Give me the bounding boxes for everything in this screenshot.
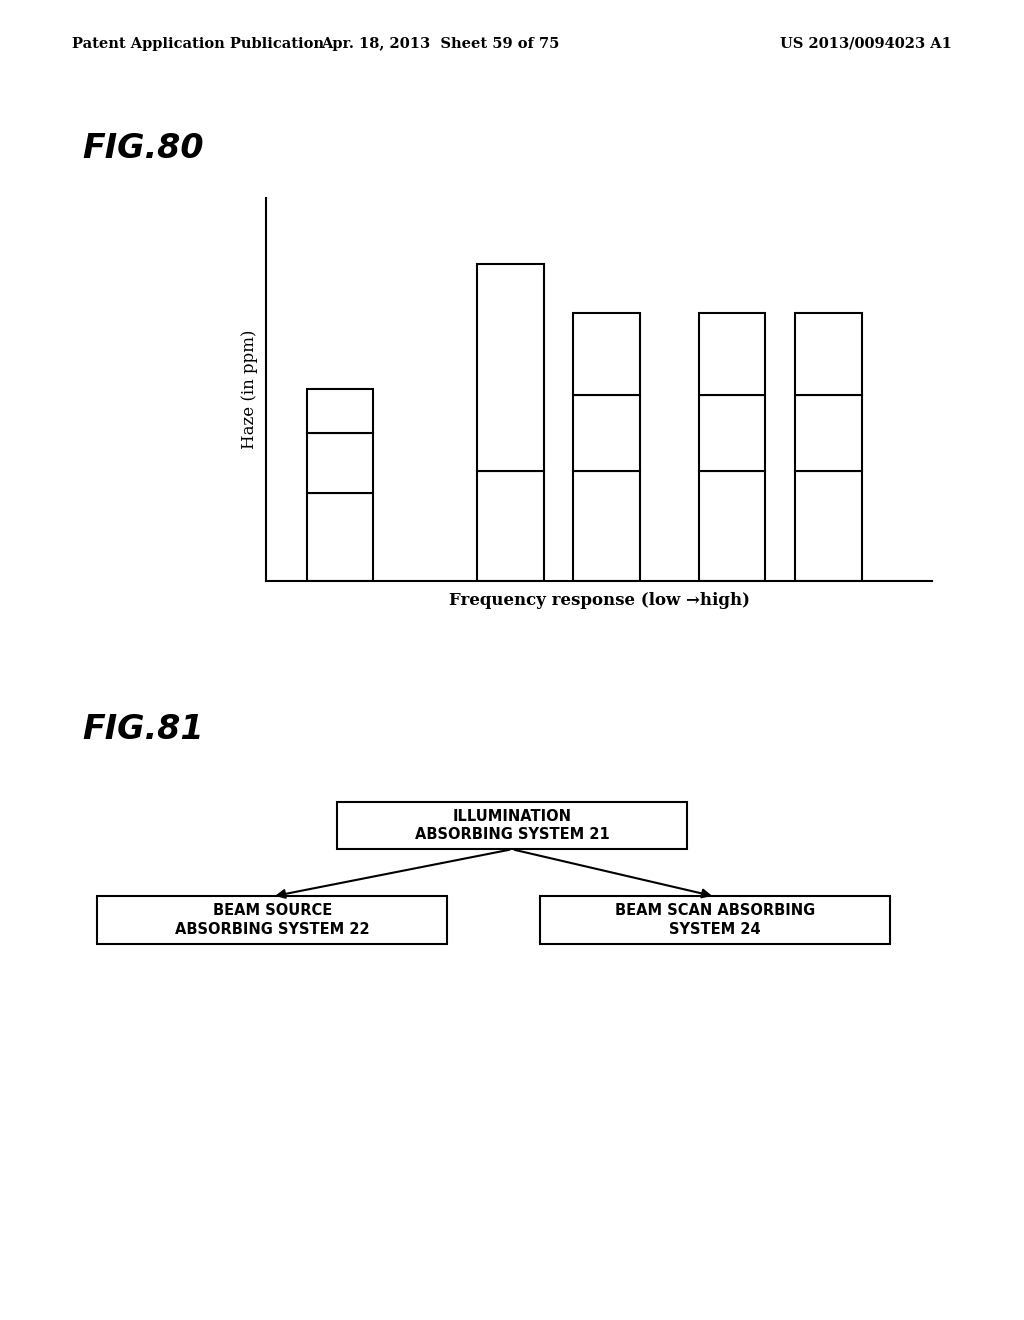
Bar (477, 264, 544, 471)
Text: FIG.81: FIG.81 (82, 713, 204, 746)
Bar (795, 395, 861, 471)
Bar (307, 494, 374, 581)
Bar (795, 471, 861, 581)
Y-axis label: Haze (in ppm): Haze (in ppm) (241, 330, 258, 449)
Text: FIG.80: FIG.80 (82, 132, 204, 165)
Bar (307, 433, 374, 494)
Text: BEAM SOURCE
ABSORBING SYSTEM 22: BEAM SOURCE ABSORBING SYSTEM 22 (175, 903, 370, 937)
Bar (477, 471, 544, 581)
Bar (307, 389, 374, 433)
Text: US 2013/0094023 A1: US 2013/0094023 A1 (780, 37, 952, 51)
Bar (698, 471, 765, 581)
Bar (573, 471, 640, 581)
X-axis label: Frequency response (low →high): Frequency response (low →high) (449, 591, 750, 609)
Text: ILLUMINATION
ABSORBING SYSTEM 21: ILLUMINATION ABSORBING SYSTEM 21 (415, 809, 609, 842)
Bar (540, 896, 890, 944)
Bar (698, 313, 765, 395)
Bar (573, 395, 640, 471)
Text: BEAM SCAN ABSORBING
SYSTEM 24: BEAM SCAN ABSORBING SYSTEM 24 (614, 903, 815, 937)
Bar (795, 313, 861, 395)
Text: Patent Application Publication: Patent Application Publication (72, 37, 324, 51)
Bar (698, 395, 765, 471)
Text: Apr. 18, 2013  Sheet 59 of 75: Apr. 18, 2013 Sheet 59 of 75 (322, 37, 559, 51)
Bar (337, 803, 687, 849)
Bar (573, 313, 640, 395)
Bar (97, 896, 447, 944)
